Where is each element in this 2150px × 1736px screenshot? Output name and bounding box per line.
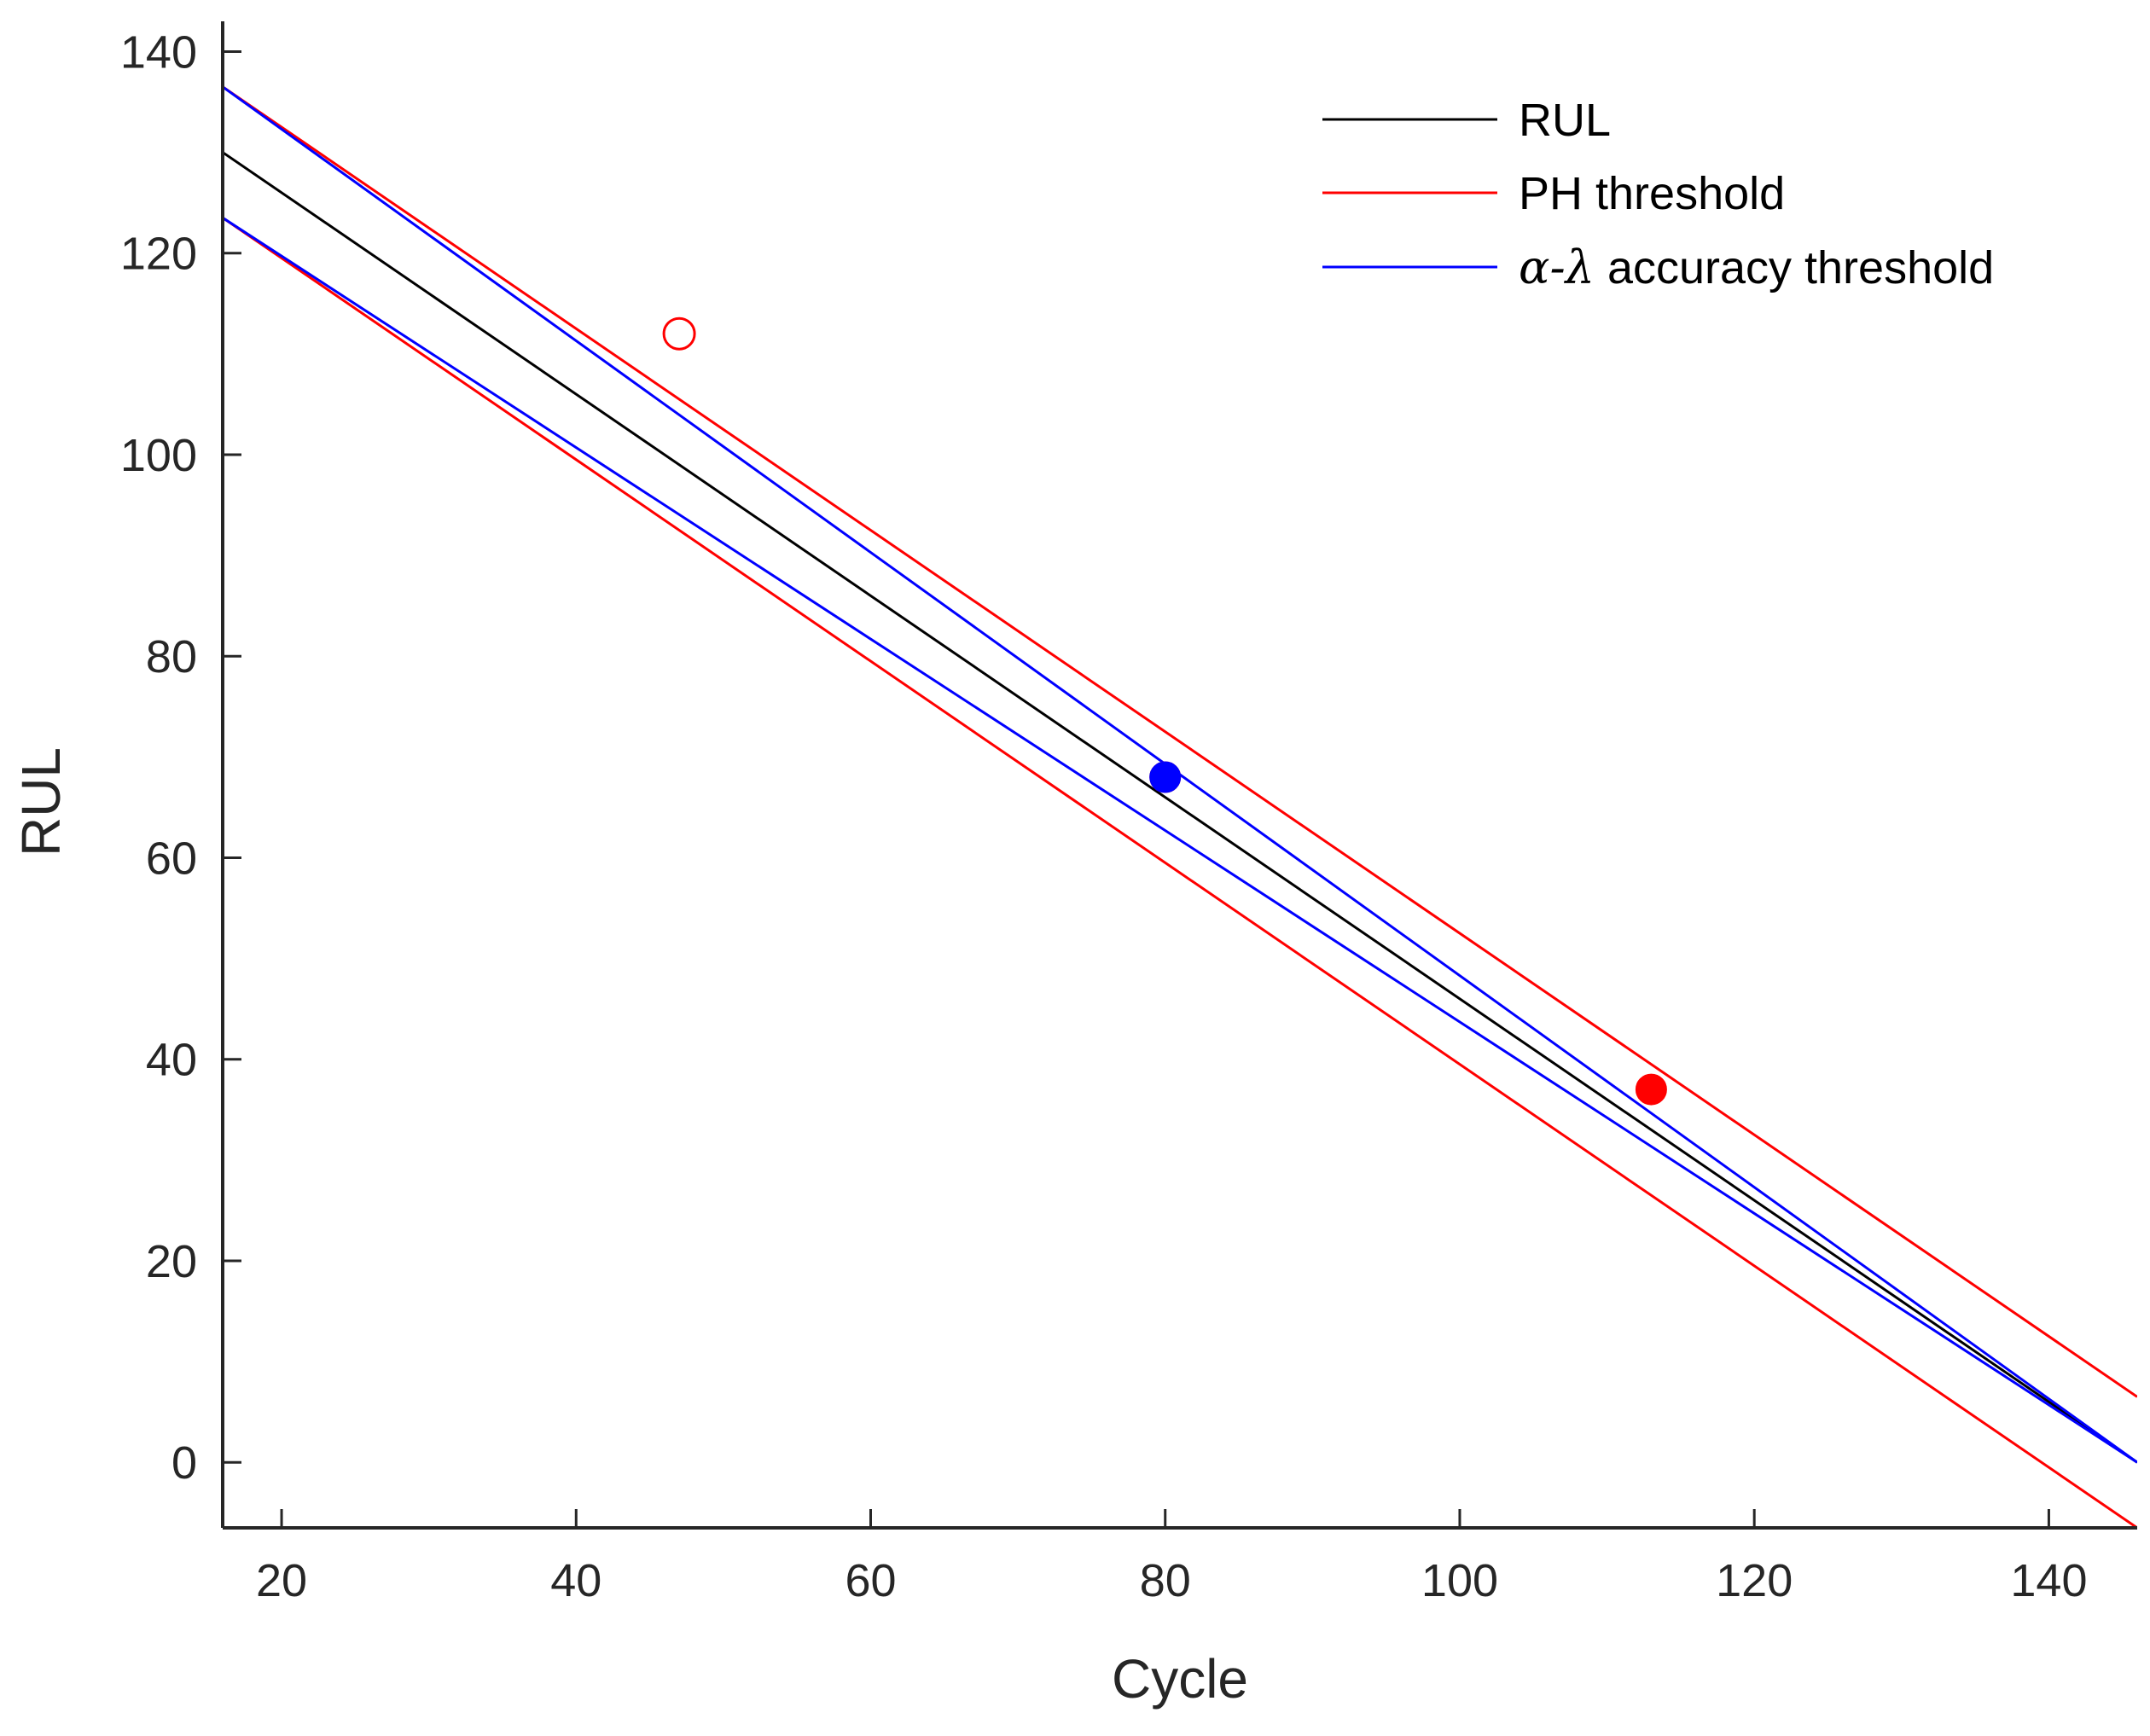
legend: RUL PH threshold α-λ accuracy threshold [1322,95,1994,294]
x-ticks: 20 40 60 80 100 120 140 [256,1509,2087,1606]
series-line-2 [223,85,2137,1398]
y-axis-title: RUL [10,747,72,856]
legend-label-alpha-lambda-text: accuracy threshold [1595,242,1994,293]
x-tick-label: 20 [256,1555,307,1606]
x-tick-label: 40 [550,1555,601,1606]
marker-filled-red-4 [1635,1073,1667,1106]
y-tick-label: 0 [171,1437,197,1489]
plot-lines [223,85,2137,1528]
marker-open-red-1 [662,316,696,351]
legend-label-rul: RUL [1519,95,1611,146]
x-tick-label: 100 [1421,1555,1498,1606]
legend-label-alpha-lambda-symbol: α-λ [1519,241,1595,294]
legend-label-ph-threshold: PH threshold [1519,168,1785,219]
y-tick-label: 60 [146,833,197,884]
y-tick-label: 40 [146,1035,197,1086]
y-tick-label: 20 [146,1236,197,1287]
x-tick-label: 120 [1716,1555,1793,1606]
marker-filled-blue-3 [1149,761,1182,793]
series-line-4 [223,217,2137,1464]
y-ticks: 0 20 40 60 80 100 120 140 [120,26,241,1489]
y-tick-label: 100 [120,430,197,481]
legend-label-alpha-lambda: α-λ accuracy threshold [1519,241,1994,294]
axes [221,21,2137,1530]
x-axis-title: Cycle [1112,1648,1248,1710]
y-tick-label: 80 [146,631,197,682]
y-tick-label: 120 [120,229,197,280]
y-tick-label: 140 [120,26,197,78]
x-tick-label: 60 [845,1555,896,1606]
plot-markers [662,316,1667,1106]
x-tick-label: 80 [1140,1555,1191,1606]
x-tick-label: 140 [2010,1555,2087,1606]
series-line-1 [223,151,2137,1464]
series-line-3 [223,217,2137,1528]
